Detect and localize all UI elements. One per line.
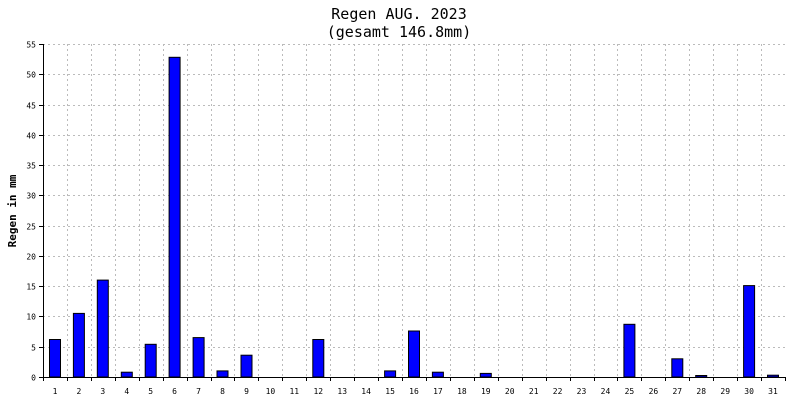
x-tick-label: 25: [625, 387, 635, 396]
y-tick-label: 30: [26, 192, 36, 201]
x-tick-label: 31: [768, 387, 778, 396]
bar-day-7: [192, 337, 205, 378]
grid-layer: [43, 44, 785, 377]
x-tick-label: 20: [505, 387, 515, 396]
bar-day-25: [623, 323, 636, 378]
x-tick-label: 9: [244, 387, 249, 396]
x-tick-label: 7: [196, 387, 201, 396]
x-tick-label: 13: [337, 387, 347, 396]
x-tick-label: 5: [148, 387, 153, 396]
x-tick-label: 23: [577, 387, 587, 396]
y-tick-label: 15: [26, 283, 36, 292]
x-tick-label: 10: [266, 387, 276, 396]
x-tick-label: 8: [220, 387, 225, 396]
x-tick-label: 11: [289, 387, 299, 396]
y-tick-label: 25: [26, 223, 36, 232]
bar-day-15: [384, 370, 397, 378]
x-tick-label: 4: [124, 387, 129, 396]
x-tick-label: 22: [553, 387, 563, 396]
bar-day-27: [671, 358, 684, 378]
x-tick-label: 3: [100, 387, 105, 396]
bar-day-2: [72, 312, 85, 378]
x-tick-label: 27: [672, 387, 682, 396]
x-tick-label: 24: [601, 387, 611, 396]
chart-title: Regen AUG. 2023: [331, 5, 466, 23]
y-tick-label: 35: [26, 162, 36, 171]
x-tick-label: 19: [481, 387, 491, 396]
bar-day-17: [431, 371, 444, 378]
y-tick-label: 0: [31, 374, 36, 383]
bar-day-5: [144, 343, 157, 378]
x-tick-label: 28: [696, 387, 706, 396]
x-tick-label: 14: [361, 387, 371, 396]
bar-layer: [49, 56, 779, 378]
x-tick-label: 29: [720, 387, 730, 396]
bar-day-30: [743, 285, 756, 378]
y-tick-label: 55: [26, 41, 36, 50]
bar-day-4: [120, 371, 133, 378]
x-tick-label: 16: [409, 387, 419, 396]
bar-day-12: [312, 339, 325, 378]
x-tick-label: 21: [529, 387, 539, 396]
x-tick-label: 1: [53, 387, 58, 396]
y-tick-label: 50: [26, 71, 36, 80]
x-tick-label: 26: [649, 387, 659, 396]
x-tick-label: 17: [433, 387, 443, 396]
x-tick-label: 12: [313, 387, 323, 396]
x-tick-label: 2: [76, 387, 81, 396]
bar-day-16: [408, 330, 420, 378]
bar-day-31: [767, 374, 779, 378]
bar-day-28: [695, 375, 708, 378]
y-tick-label: 45: [26, 102, 36, 111]
bar-day-6: [168, 56, 181, 378]
bar-day-19: [479, 372, 492, 378]
bar-day-8: [216, 370, 229, 378]
y-tick-label: 20: [26, 253, 36, 262]
y-axis-label: Regen in mm: [6, 174, 19, 247]
x-tick-label: 18: [457, 387, 467, 396]
x-tick-label: 15: [385, 387, 395, 396]
y-tick-label: 5: [31, 344, 36, 353]
x-tick-label: 30: [744, 387, 754, 396]
bar-day-3: [96, 279, 109, 378]
chart-subtitle: (gesamt 146.8mm): [327, 23, 472, 41]
bar-day-1: [49, 339, 61, 378]
x-tick-label: 6: [172, 387, 177, 396]
bar-day-9: [240, 354, 253, 378]
y-tick-label: 40: [26, 132, 36, 141]
y-tick-label: 10: [26, 313, 36, 322]
